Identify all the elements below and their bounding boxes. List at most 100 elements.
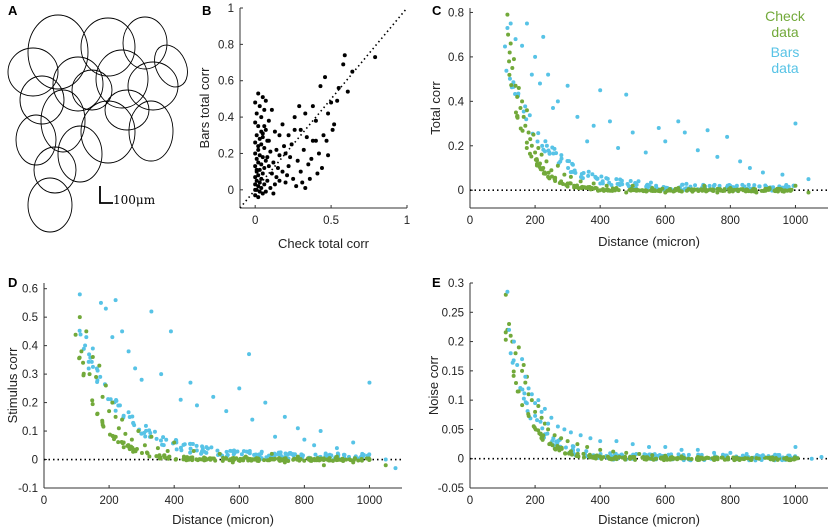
data-point-bars bbox=[523, 374, 528, 379]
data-point-check bbox=[149, 434, 154, 439]
data-point-black bbox=[266, 118, 271, 123]
data-point-bars bbox=[663, 445, 668, 449]
x-tick-label: 400 bbox=[591, 215, 610, 227]
data-point-bars bbox=[518, 386, 523, 391]
data-point-bars bbox=[233, 450, 238, 455]
data-point-bars bbox=[247, 352, 252, 357]
data-point-check bbox=[252, 457, 257, 462]
data-point-bars bbox=[529, 72, 534, 77]
data-point-black bbox=[326, 153, 331, 158]
data-point-check bbox=[131, 449, 136, 454]
data-point-check bbox=[81, 373, 86, 378]
data-point-black bbox=[254, 133, 259, 138]
data-point-black bbox=[272, 129, 277, 134]
data-point-check bbox=[100, 394, 105, 399]
data-point-black bbox=[324, 138, 329, 143]
data-point-bars bbox=[725, 134, 730, 139]
data-point-bars bbox=[276, 450, 281, 455]
data-point-bars bbox=[147, 428, 152, 433]
data-point-black bbox=[271, 191, 276, 196]
data-point-bars bbox=[550, 106, 555, 110]
data-point-bars bbox=[546, 72, 551, 77]
data-point-bars bbox=[508, 21, 513, 26]
data-point-bars bbox=[342, 452, 347, 457]
data-point-bars bbox=[533, 413, 538, 418]
data-point-check bbox=[231, 455, 236, 460]
data-point-bars bbox=[784, 183, 789, 188]
y-tick-label: 0 bbox=[32, 455, 38, 467]
data-point-black bbox=[300, 180, 305, 185]
receptive-field-ellipse bbox=[71, 69, 113, 111]
data-point-check bbox=[142, 443, 147, 448]
data-point-check bbox=[772, 188, 777, 193]
data-point-check bbox=[302, 458, 307, 463]
data-point-bars bbox=[546, 421, 551, 426]
data-point-check bbox=[195, 458, 200, 463]
data-point-check bbox=[559, 445, 564, 450]
data-point-check bbox=[649, 456, 654, 461]
data-point-bars bbox=[383, 457, 388, 462]
data-point-check bbox=[661, 457, 666, 462]
data-point-black bbox=[259, 186, 264, 190]
data-point-check bbox=[505, 12, 510, 17]
data-point-check bbox=[710, 456, 715, 461]
data-point-black bbox=[253, 182, 258, 187]
data-point-bars bbox=[717, 183, 722, 188]
data-point-bars bbox=[295, 426, 300, 431]
data-point-bars bbox=[313, 452, 318, 457]
data-point-check bbox=[559, 436, 564, 441]
data-point-check bbox=[637, 452, 642, 457]
data-point-bars bbox=[728, 450, 733, 455]
data-point-bars bbox=[239, 452, 244, 457]
panel-e: E0 200 400 600 800 1000-0.0500.050.10.150.20.… bbox=[426, 275, 828, 527]
receptive-field-ellipse bbox=[57, 125, 103, 183]
data-point-bars bbox=[634, 452, 639, 457]
data-point-bars bbox=[630, 130, 635, 135]
data-point-black bbox=[260, 135, 265, 140]
data-point-check bbox=[256, 457, 261, 462]
data-point-bars bbox=[614, 439, 619, 444]
data-point-check bbox=[367, 457, 372, 462]
data-point-bars bbox=[793, 445, 798, 449]
data-point-check bbox=[524, 140, 529, 145]
data-point-check bbox=[533, 150, 538, 155]
data-point-bars bbox=[529, 392, 534, 397]
data-point-check bbox=[549, 168, 554, 173]
data-point-black bbox=[260, 155, 265, 160]
data-point-check bbox=[286, 458, 291, 463]
data-point-check bbox=[327, 456, 332, 461]
data-point-bars bbox=[161, 435, 166, 440]
data-point-black bbox=[321, 133, 326, 138]
data-point-check bbox=[697, 457, 702, 462]
data-point-black bbox=[292, 115, 297, 120]
data-point-bars bbox=[78, 332, 83, 337]
data-point-black bbox=[307, 176, 312, 181]
data-point-bars bbox=[250, 417, 255, 422]
legend-entry-bars: data bbox=[771, 60, 798, 76]
data-point-bars bbox=[636, 179, 641, 184]
data-point-check bbox=[555, 163, 560, 168]
data-point-bars bbox=[533, 54, 538, 59]
receptive-field-ellipse bbox=[52, 56, 104, 112]
data-point-check bbox=[546, 170, 551, 175]
data-point-bars bbox=[746, 182, 751, 187]
data-point-black bbox=[272, 182, 277, 187]
data-point-check bbox=[107, 432, 112, 437]
data-point-black bbox=[268, 149, 273, 154]
data-point-bars bbox=[570, 162, 575, 167]
y-axis-label: Stimulus corr bbox=[5, 347, 20, 424]
data-point-black bbox=[280, 169, 285, 174]
data-point-check bbox=[538, 432, 543, 437]
data-point-bars bbox=[508, 351, 513, 356]
data-point-black bbox=[256, 184, 261, 189]
data-point-bars bbox=[536, 131, 541, 136]
data-point-bars bbox=[537, 81, 542, 86]
data-point-bars bbox=[554, 439, 559, 444]
scale-bar-label: 100μm bbox=[113, 193, 156, 207]
data-point-black bbox=[263, 189, 268, 194]
data-point-check bbox=[139, 450, 144, 455]
data-point-bars bbox=[215, 448, 220, 453]
data-point-bars bbox=[550, 145, 555, 150]
data-point-check bbox=[507, 72, 512, 77]
data-point-black bbox=[253, 193, 258, 198]
